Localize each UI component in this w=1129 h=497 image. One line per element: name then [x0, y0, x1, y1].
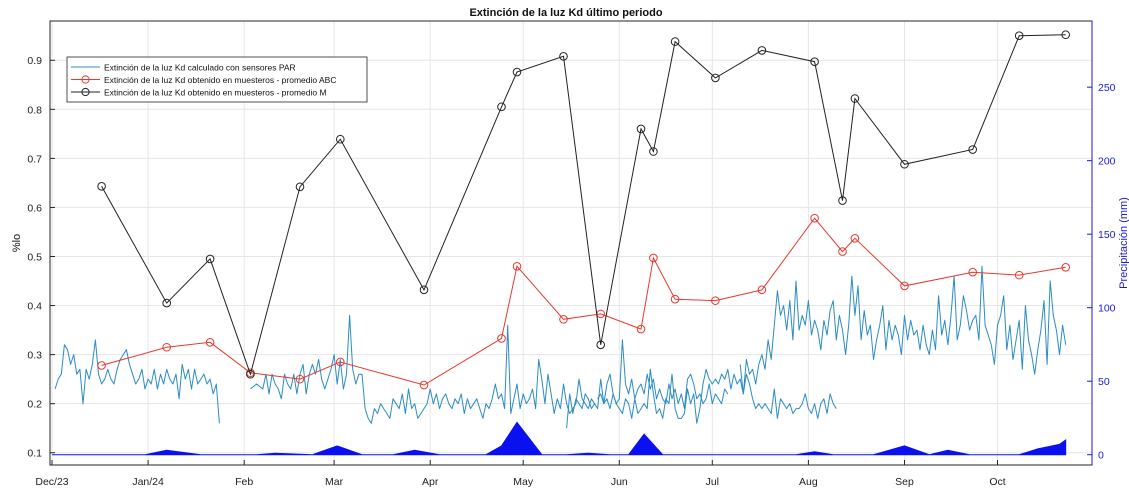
- legend-item-abc: Extinción de la luz Kd obtenido en muest…: [71, 75, 336, 85]
- data-point-abc: [336, 357, 345, 367]
- y-tick-label-left: 0.8: [27, 104, 42, 116]
- right-axis: 0 50 100 150 200 250: [1087, 21, 1116, 465]
- data-point-abc: [162, 342, 171, 352]
- y-tick-label-right: 100: [1098, 303, 1116, 315]
- data-point-abc: [97, 361, 106, 370]
- data-point-m: [850, 94, 860, 103]
- data-point-abc: [900, 281, 909, 291]
- data-point-m: [649, 147, 658, 156]
- data-point-abc: [1061, 262, 1070, 272]
- y-tick-label-right: 250: [1098, 82, 1116, 94]
- y-tick-label-left: 0.3: [27, 350, 42, 362]
- data-point-m: [512, 67, 522, 77]
- legend-label-sensor: Extinción de la luz Kd calculado con sen…: [104, 63, 296, 73]
- data-point-m: [205, 254, 215, 264]
- data-point-m: [810, 57, 819, 67]
- x-tick-label: Mar: [325, 476, 344, 488]
- data-point-m: [1061, 30, 1070, 40]
- series-line-sensor: [250, 314, 837, 424]
- y-tick-label-left: 0.1: [27, 448, 42, 460]
- series-line-sensor: [597, 339, 729, 410]
- y-axis-label-right: Precipitación (mm): [1118, 197, 1129, 289]
- data-point-abc: [670, 294, 680, 304]
- series-line-m: [101, 34, 1066, 376]
- left-axis: 0.1 0.2 0.3 0.4 0.5 0.6 0.7 0.8 0.9: [27, 55, 55, 460]
- legend-label-abc: Extinción de la luz Kd obtenido en muest…: [104, 75, 336, 85]
- data-point-m: [968, 145, 978, 154]
- y-tick-label-left: 0.5: [27, 251, 42, 263]
- data-point-abc: [636, 324, 646, 334]
- data-point-abc: [649, 253, 658, 263]
- data-point-m: [336, 134, 345, 144]
- data-point-abc: [512, 262, 522, 271]
- series-line-sensor: [54, 339, 220, 424]
- y-tick-label-left: 0.4: [27, 301, 42, 313]
- data-point-m: [711, 73, 720, 83]
- data-point-abc: [810, 213, 819, 223]
- x-tick-label: Dec/23: [35, 476, 68, 488]
- precipitation-area: [52, 421, 1067, 456]
- data-point-abc: [1014, 270, 1024, 280]
- y-tick-label-left: 0.6: [27, 202, 42, 214]
- legend-box: [66, 56, 368, 103]
- y-tick-label-right: 150: [1098, 229, 1116, 241]
- x-tick-label: May: [513, 476, 534, 488]
- data-point-abc: [419, 380, 429, 390]
- series-line-abc: [101, 217, 1066, 386]
- data-point-m: [636, 124, 646, 134]
- data-point-abc: [850, 234, 860, 243]
- data-point-m: [497, 102, 506, 112]
- legend-label-m: Extinción de la luz Kd obtenido en muest…: [104, 88, 327, 98]
- series-layer: [54, 30, 1070, 429]
- data-point-m: [596, 340, 606, 350]
- data-point-abc: [711, 296, 720, 305]
- data-point-m: [757, 46, 767, 55]
- data-point-m: [162, 298, 171, 308]
- x-tick-label: Apr: [422, 476, 439, 488]
- y-axis-label-left: %lo: [11, 234, 23, 252]
- x-tick-label: Sep: [895, 476, 914, 488]
- data-point-abc: [205, 338, 215, 347]
- y-tick-label-left: 0.9: [27, 55, 42, 67]
- data-point-m: [1014, 31, 1024, 41]
- y-tick-label-left: 0.2: [27, 399, 42, 411]
- legend-item-sensor: Extinción de la luz Kd calculado con sen…: [71, 63, 296, 73]
- x-tick-label: Jan/24: [132, 476, 164, 488]
- data-point-m: [97, 182, 106, 191]
- data-point-abc: [497, 334, 506, 343]
- chart-title: Extinción de la luz Kd último periodo: [469, 7, 662, 19]
- series-line-sensor: [566, 393, 595, 429]
- legend-item-m: Extinción de la luz Kd obtenido en muest…: [71, 88, 327, 98]
- x-tick-label: Aug: [799, 476, 818, 488]
- y-tick-label-left: 0.7: [27, 153, 42, 165]
- legend: Extinción de la luz Kd calculado con sen…: [66, 56, 368, 103]
- x-tick-label: Feb: [235, 476, 253, 488]
- y-tick-label-right: 200: [1098, 156, 1116, 168]
- x-tick-label: Jul: [706, 476, 719, 488]
- series-line-sensor: [739, 265, 1067, 395]
- legend-marker-abc: [81, 75, 90, 84]
- data-point-abc: [838, 247, 847, 256]
- precipitation-area-shape: [52, 421, 1067, 456]
- data-point-abc: [295, 374, 305, 384]
- y-tick-label-right: 50: [1098, 376, 1110, 388]
- data-point-abc: [559, 314, 568, 324]
- legend-marker-m: [81, 87, 90, 97]
- data-point-m: [900, 159, 909, 169]
- data-point-m: [559, 52, 568, 61]
- x-axis: Dec/23 Jan/24 Feb Mar Apr May Jun Jul Aug Sep Oct: [35, 460, 1006, 488]
- x-tick-label: Oct: [989, 476, 1005, 488]
- data-point-m: [246, 369, 255, 379]
- data-point-m: [419, 285, 429, 295]
- data-point-abc: [968, 267, 978, 277]
- y-tick-label-right: 0: [1098, 450, 1104, 462]
- data-point-m: [295, 182, 305, 192]
- data-point-abc: [757, 285, 767, 295]
- data-point-m: [838, 196, 847, 205]
- data-point-m: [670, 37, 680, 46]
- x-tick-label: Jun: [611, 476, 628, 488]
